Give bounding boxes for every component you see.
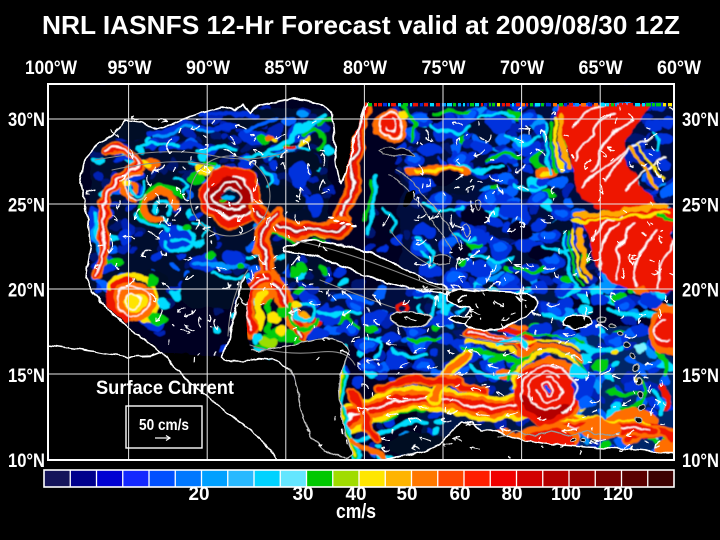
svg-text:90°W: 90°W [186, 58, 230, 79]
svg-text:15°N: 15°N [8, 366, 45, 387]
svg-text:60: 60 [450, 483, 471, 505]
svg-text:100°W: 100°W [25, 58, 77, 79]
svg-text:20°N: 20°N [682, 281, 719, 302]
svg-text:80°W: 80°W [343, 58, 387, 79]
svg-text:15°N: 15°N [682, 366, 719, 387]
svg-text:40: 40 [346, 483, 367, 505]
svg-text:20: 20 [189, 483, 210, 505]
svg-text:75°W: 75°W [422, 58, 466, 79]
svg-text:10°N: 10°N [8, 451, 45, 472]
svg-text:cm/s: cm/s [336, 501, 376, 523]
svg-text:65°W: 65°W [579, 58, 623, 79]
svg-text:30: 30 [293, 483, 314, 505]
svg-text:Surface Current: Surface Current [96, 377, 234, 399]
svg-text:NRL IASNFS 12-Hr Forecast val: NRL IASNFS 12-Hr Forecast valid at 2009/… [42, 10, 680, 40]
svg-text:25°N: 25°N [8, 195, 45, 216]
svg-text:85°W: 85°W [265, 58, 309, 79]
svg-text:30°N: 30°N [682, 110, 719, 131]
svg-text:100: 100 [551, 483, 581, 505]
svg-text:95°W: 95°W [108, 58, 152, 79]
svg-text:50: 50 [397, 483, 418, 505]
svg-text:120: 120 [603, 483, 633, 505]
svg-text:20°N: 20°N [8, 281, 45, 302]
svg-text:80: 80 [502, 483, 523, 505]
svg-text:70°W: 70°W [500, 58, 544, 79]
svg-text:60°W: 60°W [657, 58, 701, 79]
svg-text:10°N: 10°N [682, 451, 719, 472]
svg-text:50 cm/s: 50 cm/s [139, 417, 189, 434]
svg-text:30°N: 30°N [8, 110, 45, 131]
svg-text:25°N: 25°N [682, 195, 719, 216]
